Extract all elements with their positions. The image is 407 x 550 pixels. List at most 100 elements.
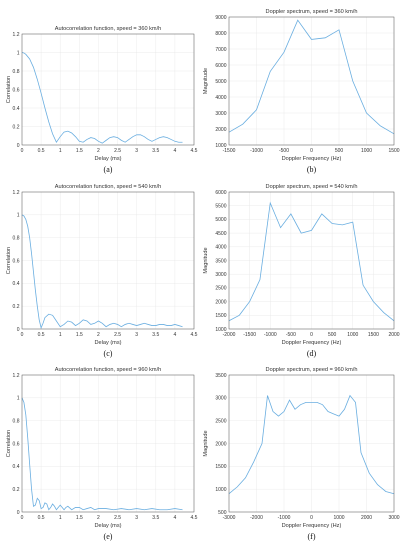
y-axis-label: Correlation	[6, 430, 12, 457]
y-tick-label: 1500	[215, 464, 226, 470]
y-axis-label: Correlation	[6, 76, 12, 103]
y-tick-label: 0.6	[13, 441, 20, 447]
y-tick-label: 3500	[215, 258, 226, 264]
x-tick-label: 3	[135, 148, 138, 154]
y-tick-label: 0.4	[13, 281, 20, 287]
series-line	[228, 19, 395, 135]
x-tick-label: 0	[21, 332, 24, 338]
y-tick-label: 1500	[215, 313, 226, 319]
y-tick-label: 7000	[215, 47, 226, 53]
y-tick-label: 1	[17, 50, 20, 56]
x-tick-label: 2.5	[114, 515, 121, 521]
x-tick-label: 4.5	[191, 332, 198, 338]
y-tick-label: 1	[17, 213, 20, 219]
panel-label: (f)	[308, 532, 316, 541]
series-line	[21, 52, 183, 144]
y-axis-label: Magnitude	[203, 430, 209, 456]
y-tick-label: 0.2	[13, 124, 20, 130]
y-tick-label: 9000	[215, 15, 226, 21]
chart-title: Autocorrelation function, speed = 540 km…	[55, 184, 162, 190]
x-tick-label: 3.5	[152, 515, 159, 521]
y-tick-label: 6000	[215, 63, 226, 69]
x-tick-label: 1	[59, 515, 62, 521]
chart-title: Doppler spectrum, speed = 960 km/h	[266, 367, 358, 373]
y-tick-label: 2000	[215, 441, 226, 447]
y-tick-label: 0	[17, 510, 20, 516]
y-tick-label: 0.6	[13, 258, 20, 264]
y-tick-label: 0.4	[13, 106, 20, 112]
x-tick-label: 0.5	[38, 332, 45, 338]
x-tick-label: 0	[310, 148, 313, 154]
y-tick-label: 3000	[215, 111, 226, 117]
y-tick-label: 1	[17, 396, 20, 402]
x-tick-label: -1500	[243, 332, 256, 338]
x-tick-label: 0	[310, 515, 313, 521]
y-tick-label: 4500	[215, 231, 226, 237]
x-axis-label: Delay (ms)	[94, 340, 121, 346]
panel-label: (a)	[104, 165, 113, 174]
series-line	[228, 201, 395, 322]
chart-panel-3: 0 0.5 1 1.5 2 2.5 3 3.5 4 4.5 0 0.2 0.4 0.6 0.8 1 1.2 Aut…	[6, 184, 198, 358]
x-tick-label: 4	[173, 515, 176, 521]
x-tick-label: 2	[97, 515, 100, 521]
x-tick-label: 3000	[388, 515, 399, 521]
y-tick-label: 0.8	[13, 69, 20, 75]
x-tick-label: -2000	[250, 515, 263, 521]
y-tick-label: 0.2	[13, 304, 20, 310]
y-tick-label: 1.2	[13, 190, 20, 196]
x-axis-label: Doppler Frequency (Hz)	[282, 156, 342, 162]
x-tick-label: 4	[173, 148, 176, 154]
y-axis-label: Magnitude	[203, 247, 209, 273]
chart-title: Doppler spectrum, speed = 540 km/h	[266, 184, 358, 190]
x-tick-label: 1	[59, 332, 62, 338]
plot-frame	[228, 16, 395, 146]
series-line	[21, 397, 183, 511]
x-tick-label: 1500	[388, 148, 399, 154]
y-tick-label: 4000	[215, 245, 226, 251]
y-tick-label: 0.8	[13, 418, 20, 424]
x-tick-label: 2	[97, 148, 100, 154]
y-tick-label: 3500	[215, 373, 226, 379]
chart-panel-4: -2000 -1500 -1000 -500 0 500 1000 1500 2000 1000 1…	[203, 184, 400, 358]
y-tick-label: 4000	[215, 95, 226, 101]
x-tick-label: 1.5	[76, 332, 83, 338]
x-tick-label: 2.5	[114, 332, 121, 338]
y-tick-label: 0.2	[13, 487, 20, 493]
x-axis-label: Delay (ms)	[94, 156, 121, 162]
chart-title: Autocorrelation function, speed = 960 km…	[55, 367, 162, 373]
y-tick-label: 0.8	[13, 235, 20, 241]
x-tick-label: -500	[286, 332, 296, 338]
y-tick-label: 2000	[215, 299, 226, 305]
y-tick-label: 0.6	[13, 87, 20, 93]
plot-frame	[21, 33, 195, 146]
x-tick-label: 3	[135, 515, 138, 521]
y-tick-label: 2500	[215, 286, 226, 292]
x-tick-label: -1000	[250, 148, 263, 154]
x-tick-label: 1.5	[76, 148, 83, 154]
x-tick-label: 0.5	[38, 148, 45, 154]
chart-title: Autocorrelation function, speed = 360 km…	[55, 26, 162, 32]
plot-frame	[21, 374, 195, 513]
x-tick-label: 2	[97, 332, 100, 338]
x-tick-label: 1000	[347, 332, 358, 338]
x-tick-label: 0	[21, 148, 24, 154]
y-axis-label: Correlation	[6, 247, 12, 274]
x-tick-label: 4.5	[191, 515, 198, 521]
y-tick-label: 3000	[215, 272, 226, 278]
x-tick-label: -2000	[223, 332, 236, 338]
x-tick-label: 500	[328, 332, 337, 338]
y-tick-label: 0	[17, 143, 20, 149]
y-tick-label: 0	[17, 327, 20, 333]
series-line	[21, 214, 183, 330]
x-tick-label: 0.5	[38, 515, 45, 521]
y-tick-label: 1.2	[13, 373, 20, 379]
chart-title: Doppler spectrum, speed = 360 km/h	[266, 9, 358, 15]
y-tick-label: 8000	[215, 31, 226, 37]
x-tick-label: 0	[310, 332, 313, 338]
x-tick-label: 2000	[361, 515, 372, 521]
x-axis-label: Doppler Frequency (Hz)	[282, 523, 342, 529]
x-tick-label: -1000	[264, 332, 277, 338]
x-tick-label: -3000	[223, 515, 236, 521]
plot-frame	[228, 374, 395, 513]
